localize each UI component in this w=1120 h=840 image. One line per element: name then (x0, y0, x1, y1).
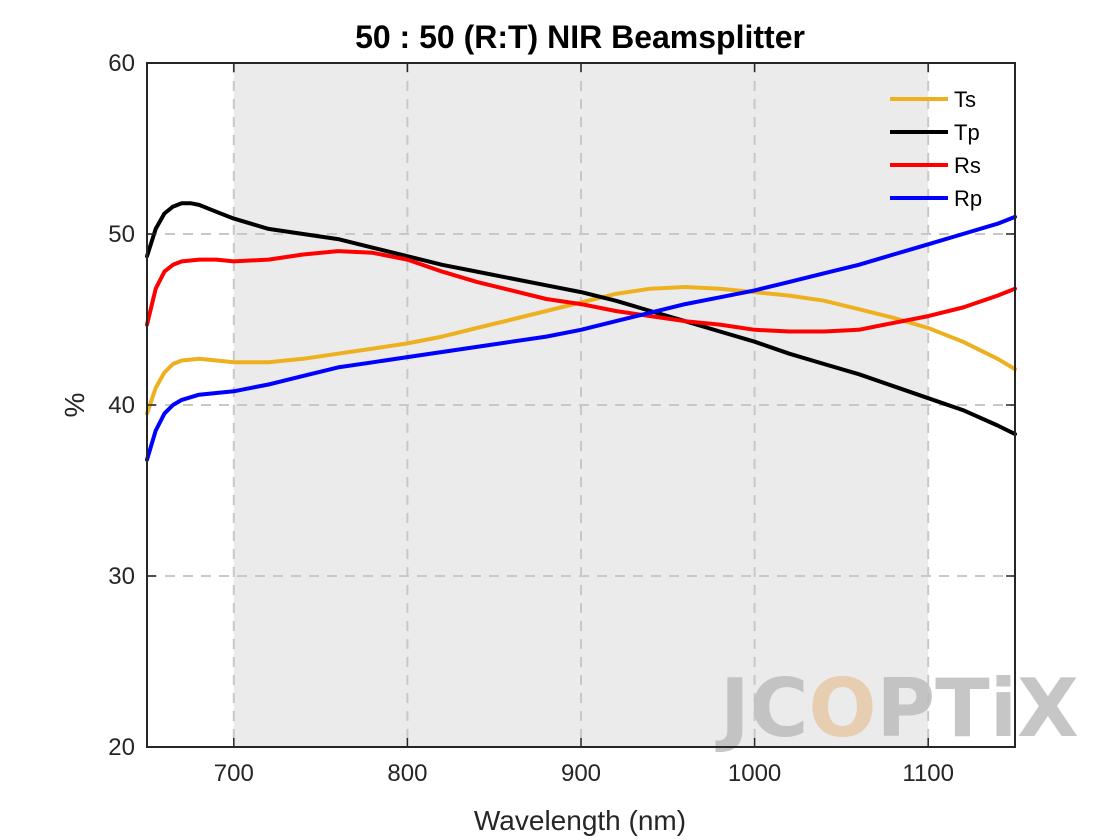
series-line-rp (145, 214, 1017, 462)
legend: Ts Tp Rs Rp (890, 87, 982, 211)
series-line-tp (145, 201, 1017, 437)
x-tick-label: 800 (387, 760, 427, 787)
y-tick-label: 40 (108, 392, 135, 419)
legend-label-tp: Tp (954, 120, 980, 145)
legend-label-rp: Rp (954, 186, 982, 211)
series-line-ts (145, 285, 1017, 416)
y-tick-label: 30 (108, 563, 135, 590)
x-tick-label: 1000 (728, 760, 781, 787)
x-tick-label: 700 (214, 760, 254, 787)
y-axis-ticks: 20 30 40 50 60 (108, 50, 1015, 761)
legend-label-rs: Rs (954, 153, 981, 178)
jcoptix-watermark-logo: JCOPTiX (715, 662, 1079, 755)
x-tick-label: 900 (561, 760, 601, 787)
x-axis-label: Wavelength (nm) (474, 805, 686, 836)
x-axis-ticks: 700 800 900 1000 1100 (214, 63, 954, 787)
y-tick-label: 60 (108, 50, 135, 77)
x-tick-label: 1100 (902, 760, 954, 787)
chart-title: 50 : 50 (R:T) NIR Beamsplitter (355, 19, 805, 55)
series-lines (145, 201, 1017, 462)
y-tick-label: 20 (108, 734, 135, 761)
series-line-rs (145, 249, 1017, 334)
y-tick-label: 50 (108, 221, 135, 248)
y-axis-label: % (59, 393, 90, 418)
legend-label-ts: Ts (954, 87, 976, 112)
